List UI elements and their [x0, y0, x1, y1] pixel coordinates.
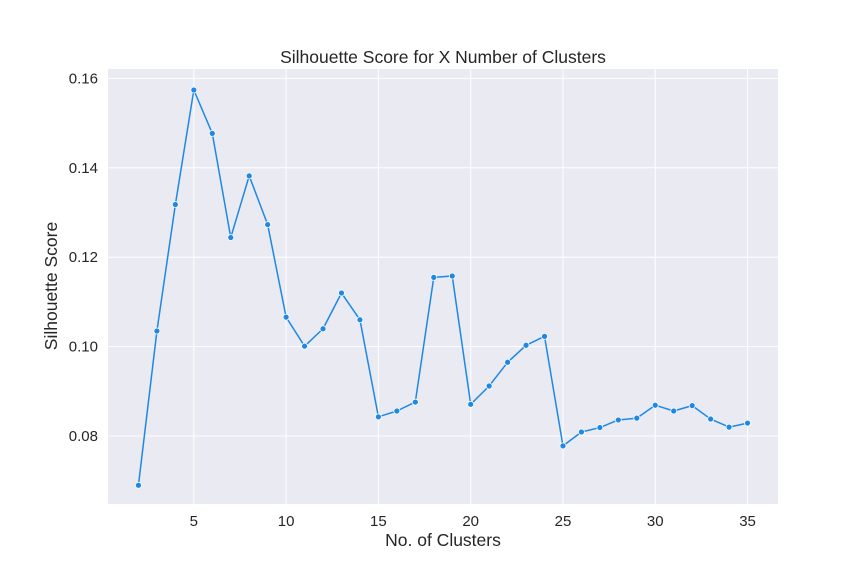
data-point	[670, 407, 678, 415]
x-tick-label: 25	[555, 513, 572, 530]
plot-background	[108, 69, 778, 504]
data-point	[541, 332, 548, 340]
data-point	[707, 415, 715, 423]
data-point	[153, 327, 161, 335]
y-tick-label: 0.14	[69, 160, 98, 177]
grid-lines	[108, 69, 778, 504]
data-point	[522, 341, 530, 349]
data-point	[504, 358, 511, 366]
data-point	[633, 414, 641, 422]
x-tick-label: 10	[278, 513, 295, 530]
x-tick-label: 30	[647, 513, 664, 530]
data-point	[614, 416, 622, 424]
data-point	[282, 313, 290, 321]
series-line	[137, 89, 748, 486]
data-point	[688, 402, 696, 410]
data-point	[725, 423, 733, 431]
data-point	[356, 316, 364, 324]
x-tick-label: 20	[462, 513, 479, 530]
data-point	[448, 272, 456, 280]
data-point	[467, 400, 475, 408]
y-tick-label: 0.08	[69, 428, 98, 445]
data-point	[430, 273, 438, 281]
data-point	[596, 424, 604, 431]
x-axis-label: No. of Clusters	[385, 530, 501, 550]
data-point	[245, 172, 253, 180]
y-axis-label: Silhouette Score	[41, 222, 61, 350]
y-tick-labels: 0.08 0.10 0.12 0.14 0.16	[69, 70, 98, 445]
x-tick-label: 5	[190, 513, 198, 530]
series-markers	[135, 86, 751, 489]
data-point	[375, 413, 382, 421]
y-tick-label: 0.12	[69, 249, 98, 266]
data-point	[393, 407, 401, 415]
data-point	[171, 201, 179, 208]
data-point	[190, 86, 198, 94]
chart-title: Silhouette Score for X Number of Cluster…	[280, 47, 606, 67]
data-point	[319, 325, 327, 333]
data-point	[338, 289, 345, 297]
x-tick-label: 35	[739, 513, 756, 530]
data-point	[485, 382, 493, 390]
x-tick-labels: 5 10 15 20 25 30 35	[190, 513, 756, 530]
data-point	[301, 342, 308, 350]
data-point	[651, 401, 659, 409]
data-point	[227, 234, 235, 241]
data-point	[208, 130, 216, 137]
data-point	[744, 419, 751, 427]
series-line-path	[137, 89, 748, 486]
data-point	[411, 398, 419, 406]
data-point	[578, 428, 585, 436]
data-point	[135, 481, 142, 489]
y-tick-label: 0.16	[69, 70, 98, 87]
data-point	[559, 442, 567, 450]
data-point	[264, 221, 272, 228]
x-tick-label: 15	[370, 513, 387, 530]
y-tick-label: 0.10	[69, 339, 98, 356]
